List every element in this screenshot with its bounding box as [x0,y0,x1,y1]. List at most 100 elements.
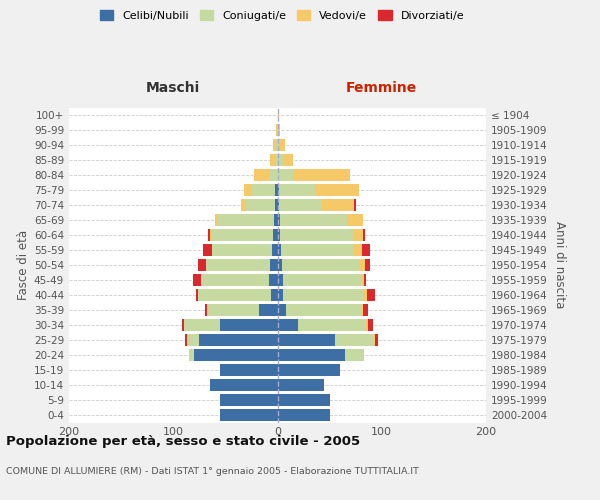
Bar [206,260,270,270]
Bar [298,320,366,330]
Bar [185,334,187,345]
Bar [281,244,353,256]
Bar [277,364,340,376]
Bar [259,304,277,316]
Bar [361,304,363,316]
Bar [277,244,281,256]
Bar [368,320,373,330]
Bar [353,244,362,256]
Bar [269,274,277,285]
Bar [220,394,277,406]
Bar [270,154,275,166]
Bar [275,184,277,196]
Bar [194,350,277,360]
Bar [277,260,281,270]
Bar [363,304,368,316]
Bar [215,214,217,226]
Y-axis label: Anni di nascita: Anni di nascita [553,222,566,308]
Bar [277,334,335,345]
Bar [184,320,220,330]
Bar [274,214,277,226]
Bar [199,334,277,345]
Bar [347,214,363,226]
Bar [277,350,345,360]
Bar [208,230,210,240]
Bar [277,230,280,240]
Bar [364,290,367,300]
Bar [286,304,361,316]
Bar [277,290,283,300]
Bar [210,380,277,390]
Bar [254,170,269,180]
Bar [246,200,275,210]
Bar [367,290,376,300]
Bar [275,154,277,166]
Bar [361,274,364,285]
Legend: Celibi/Nubili, Coniugati/e, Vedovi/e, Divorziati/e: Celibi/Nubili, Coniugati/e, Vedovi/e, Di… [95,6,469,25]
Bar [277,214,280,226]
Bar [275,200,277,210]
Bar [335,334,374,345]
Bar [283,154,293,166]
Bar [196,290,198,300]
Bar [202,274,269,285]
Bar [277,410,329,420]
Bar [220,364,277,376]
Bar [269,170,277,180]
Bar [283,274,361,285]
Bar [206,304,259,316]
Bar [277,274,283,285]
Bar [374,334,376,345]
Bar [353,200,356,210]
Bar [277,320,298,330]
Bar [283,290,364,300]
Bar [322,200,353,210]
Bar [198,260,206,270]
Bar [277,394,329,406]
Bar [205,304,206,316]
Bar [212,244,272,256]
Bar [280,214,347,226]
Bar [272,244,277,256]
Bar [281,260,360,270]
Bar [365,260,370,270]
Bar [277,140,280,150]
Bar [210,230,211,240]
Bar [277,124,278,136]
Text: Popolazione per età, sesso e stato civile - 2005: Popolazione per età, sesso e stato civil… [6,435,360,448]
Text: Maschi: Maschi [146,81,200,95]
Text: COMUNE DI ALLUMIERE (RM) - Dati ISTAT 1° gennaio 2005 - Elaborazione TUTTITALIA.: COMUNE DI ALLUMIERE (RM) - Dati ISTAT 1°… [6,468,419,476]
Bar [360,260,365,270]
Bar [280,140,285,150]
Bar [271,290,277,300]
Bar [293,170,350,180]
Bar [253,184,275,196]
Bar [315,184,359,196]
Bar [280,230,353,240]
Bar [278,200,322,210]
Bar [364,274,366,285]
Bar [345,350,364,360]
Bar [277,184,278,196]
Bar [363,230,365,240]
Bar [203,244,212,256]
Bar [362,244,370,256]
Text: Femmine: Femmine [346,81,418,95]
Bar [189,350,194,360]
Bar [277,170,293,180]
Bar [274,230,277,240]
Bar [277,304,286,316]
Bar [274,140,277,150]
Bar [278,124,280,136]
Bar [277,380,325,390]
Bar [366,320,368,330]
Bar [241,200,246,210]
Y-axis label: Fasce di età: Fasce di età [17,230,30,300]
Bar [211,230,274,240]
Bar [353,230,363,240]
Bar [217,214,274,226]
Bar [198,290,271,300]
Bar [277,110,278,120]
Bar [270,260,277,270]
Bar [277,154,283,166]
